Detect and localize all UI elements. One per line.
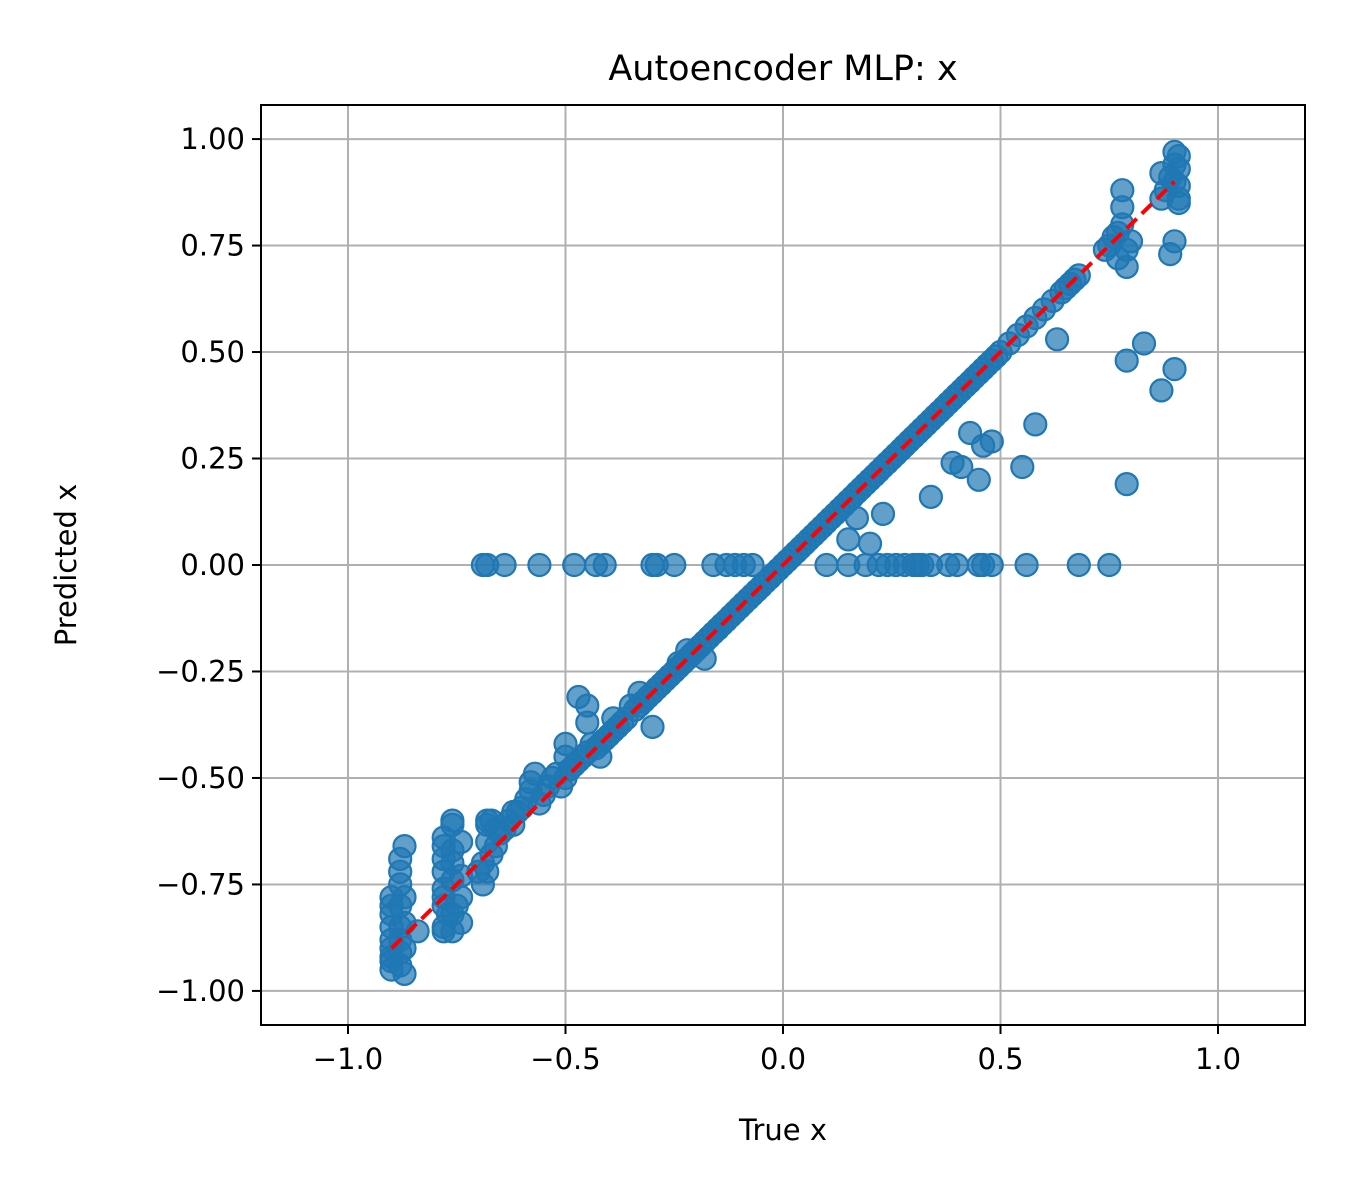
- data-point: [505, 799, 530, 825]
- data-point: [1014, 552, 1039, 578]
- data-point: [1114, 472, 1139, 497]
- x-tick-label: 0.0: [760, 1042, 806, 1076]
- x-tick-label: −1.0: [313, 1042, 383, 1076]
- data-point: [844, 505, 870, 531]
- data-point: [575, 710, 600, 735]
- data-point: [1131, 331, 1157, 356]
- data-point: [1166, 144, 1191, 169]
- data-point: [392, 833, 417, 859]
- data-point: [627, 680, 652, 705]
- y-tick-label: 0.75: [180, 229, 245, 263]
- data-point: [949, 454, 974, 480]
- data-point: [392, 885, 417, 910]
- data-point: [979, 429, 1004, 454]
- x-tick-label: 1.0: [1195, 1042, 1241, 1076]
- data-point: [440, 808, 465, 833]
- data-point: [1114, 348, 1139, 373]
- data-point: [1066, 552, 1091, 578]
- x-tick-label: 0.5: [977, 1042, 1023, 1076]
- data-point: [662, 552, 687, 578]
- data-point: [944, 552, 970, 578]
- data-point: [1044, 327, 1070, 352]
- reference-line-group: [390, 180, 1176, 950]
- data-point: [1158, 242, 1183, 267]
- chart-title: Autoencoder MLP: x: [608, 49, 957, 89]
- data-point: [1114, 254, 1139, 279]
- data-point: [740, 552, 765, 578]
- data-point: [492, 552, 517, 578]
- data-point: [1110, 178, 1135, 203]
- data-point: [553, 731, 578, 757]
- data-point: [1097, 552, 1122, 578]
- data-point: [979, 552, 1004, 578]
- y-tick-label: −0.75: [156, 867, 245, 901]
- x-axis-title: True x: [738, 1113, 827, 1147]
- data-point: [435, 902, 461, 927]
- data-point: [522, 761, 548, 786]
- data-point: [1010, 454, 1035, 480]
- data-point: [857, 531, 883, 556]
- data-point: [1023, 412, 1048, 437]
- y-axis-title: Predicted x: [49, 484, 83, 647]
- reference-line: [390, 180, 1176, 950]
- data-point: [966, 467, 991, 492]
- x-axis-ticks: −1.0 −0.5 0.0 0.5 1.0: [313, 1025, 1241, 1076]
- data-point: [640, 714, 665, 740]
- data-point: [918, 484, 944, 509]
- data-point: [592, 552, 617, 578]
- x-tick-label: −0.5: [530, 1042, 600, 1076]
- data-point: [527, 552, 552, 578]
- y-tick-label: −0.25: [156, 654, 245, 688]
- data-point: [814, 552, 839, 578]
- data-point: [870, 501, 896, 527]
- data-point: [836, 527, 861, 552]
- data-point: [479, 808, 504, 833]
- y-tick-label: 1.00: [180, 122, 245, 156]
- y-tick-label: 0.50: [180, 335, 245, 369]
- data-point: [562, 552, 587, 578]
- y-tick-label: 0.00: [180, 548, 245, 582]
- y-tick-label: −0.50: [156, 761, 245, 795]
- y-axis-ticks: −1.00 −0.75 −0.50 −0.25 0.00 0.25 0.50 0.75 1.00: [156, 122, 261, 1008]
- data-point: [1149, 378, 1174, 403]
- data-point: [392, 961, 417, 987]
- data-point: [1166, 186, 1191, 211]
- y-tick-label: 0.25: [180, 442, 245, 476]
- data-point: [449, 829, 474, 855]
- y-tick-label: −1.00: [156, 974, 245, 1008]
- data-point: [692, 646, 717, 671]
- data-point: [1162, 357, 1187, 382]
- data-point: [1118, 229, 1144, 254]
